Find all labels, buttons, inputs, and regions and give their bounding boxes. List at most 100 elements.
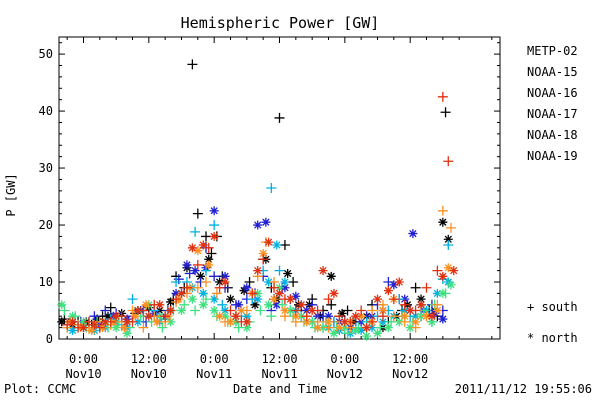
point-north-noaa-17 (209, 306, 219, 316)
point-north-noaa-15 (356, 317, 366, 327)
chart-title: Hemispheric Power [GW] (181, 14, 380, 32)
point-north-metp-02 (226, 294, 235, 304)
point-south-noaa-16 (266, 183, 277, 193)
point-north-noaa-19 (122, 317, 132, 327)
point-south-noaa-15 (89, 311, 100, 322)
x-tick-time: 0:00 (330, 352, 359, 366)
point-south-metp-02 (192, 208, 203, 219)
point-south-noaa-19 (388, 294, 399, 305)
point-north-noaa-15 (190, 266, 200, 276)
y-tick-label: 50 (39, 47, 53, 61)
point-north-noaa-16 (280, 277, 290, 287)
point-south-noaa-18 (192, 282, 203, 293)
point-south-noaa-17 (255, 305, 266, 316)
point-north-noaa-18 (193, 246, 203, 256)
point-north-noaa-17 (318, 323, 328, 333)
point-north-noaa-18 (269, 294, 279, 304)
point-north-noaa-15 (261, 217, 271, 227)
point-north-noaa-16 (220, 306, 230, 316)
point-north-noaa-18 (302, 317, 312, 327)
point-north-noaa-17 (340, 323, 350, 333)
point-north-noaa-18 (119, 323, 129, 333)
point-north-noaa-19 (296, 300, 306, 310)
point-north-noaa-17 (275, 283, 284, 293)
point-north-noaa-16 (356, 325, 366, 335)
point-south-noaa-16 (209, 220, 220, 231)
x-tick-time: 12:00 (392, 352, 428, 366)
point-north-noaa-18 (215, 311, 225, 321)
point-north-noaa-16 (378, 317, 388, 327)
point-north-noaa-19 (68, 317, 78, 327)
x-tick-time: 0:00 (200, 352, 229, 366)
point-north-noaa-17 (394, 317, 404, 327)
point-north-noaa-16 (411, 311, 421, 321)
point-north-noaa-17 (416, 311, 426, 321)
point-north-noaa-19 (155, 300, 165, 310)
point-south-metp-02 (440, 107, 451, 118)
point-south-noaa-19 (367, 316, 378, 327)
point-north-noaa-17 (296, 311, 306, 321)
point-north-noaa-19 (329, 288, 339, 298)
footer-timestamp: 2011/11/12 19:55:06 (455, 382, 592, 396)
point-south-noaa-17 (157, 322, 168, 333)
point-north-noaa-19 (438, 271, 448, 281)
point-north-noaa-15 (182, 260, 192, 270)
point-north-noaa-18 (226, 317, 235, 327)
point-north-noaa-19 (133, 306, 143, 316)
point-north-noaa-17 (362, 331, 372, 341)
point-north-noaa-17 (57, 300, 67, 310)
point-north-noaa-17 (351, 325, 361, 335)
point-north-noaa-15 (171, 288, 181, 298)
point-north-noaa-19 (383, 286, 393, 296)
point-north-noaa-17 (111, 323, 121, 333)
point-north-noaa-17 (79, 317, 88, 327)
point-south-noaa-17 (266, 311, 277, 322)
point-south-noaa-19 (181, 282, 192, 293)
point-south-noaa-16 (274, 265, 285, 276)
point-north-noaa-19 (340, 317, 350, 327)
point-north-noaa-18 (204, 260, 214, 270)
point-north-noaa-19 (89, 320, 99, 330)
legend-entry-noaa-17: NOAA-17 (527, 107, 578, 121)
point-north-noaa-19 (242, 317, 252, 327)
point-north-noaa-18 (258, 249, 268, 259)
point-north-noaa-18 (378, 306, 388, 316)
point-south-noaa-19 (192, 259, 203, 270)
point-north-noaa-15 (367, 311, 377, 321)
point-north-noaa-16 (272, 240, 282, 250)
point-north-noaa-17 (166, 317, 176, 327)
point-north-noaa-19 (144, 311, 154, 321)
point-north-noaa-17 (405, 323, 415, 333)
point-south-noaa-19 (356, 305, 367, 316)
x-tick-date: Nov12 (392, 367, 428, 381)
point-north-noaa-18 (87, 325, 97, 335)
point-north-noaa-15 (313, 311, 323, 321)
point-north-noaa-18 (400, 311, 410, 321)
legend-north-key: * north (527, 331, 578, 345)
point-north-noaa-15 (438, 314, 448, 324)
point-north-noaa-16 (68, 325, 78, 335)
point-north-noaa-18 (324, 317, 333, 327)
point-north-noaa-19 (394, 277, 404, 287)
point-north-noaa-16 (253, 294, 263, 304)
y-tick-label: 40 (39, 104, 53, 118)
point-north-noaa-15 (272, 300, 282, 310)
x-tick-date: Nov11 (261, 367, 297, 381)
point-north-noaa-19 (111, 311, 121, 321)
point-north-noaa-19 (285, 294, 295, 304)
legend-entry-metp-02: METP-02 (527, 44, 578, 58)
point-north-noaa-19 (264, 237, 274, 247)
point-north-noaa-15 (400, 294, 410, 304)
point-south-metp-02 (274, 112, 285, 123)
point-south-noaa-18 (446, 222, 456, 233)
x-tick-time: 12:00 (261, 352, 297, 366)
y-tick-label: 30 (39, 161, 53, 175)
point-north-noaa-17 (68, 311, 78, 321)
legend-entry-noaa-16: NOAA-16 (527, 86, 578, 100)
point-south-noaa-19 (399, 299, 410, 310)
point-south-metp-02 (105, 302, 116, 313)
point-north-metp-02 (283, 268, 293, 278)
point-north-noaa-18 (422, 311, 431, 321)
point-south-noaa-19 (171, 294, 182, 305)
point-north-noaa-17 (242, 323, 252, 333)
